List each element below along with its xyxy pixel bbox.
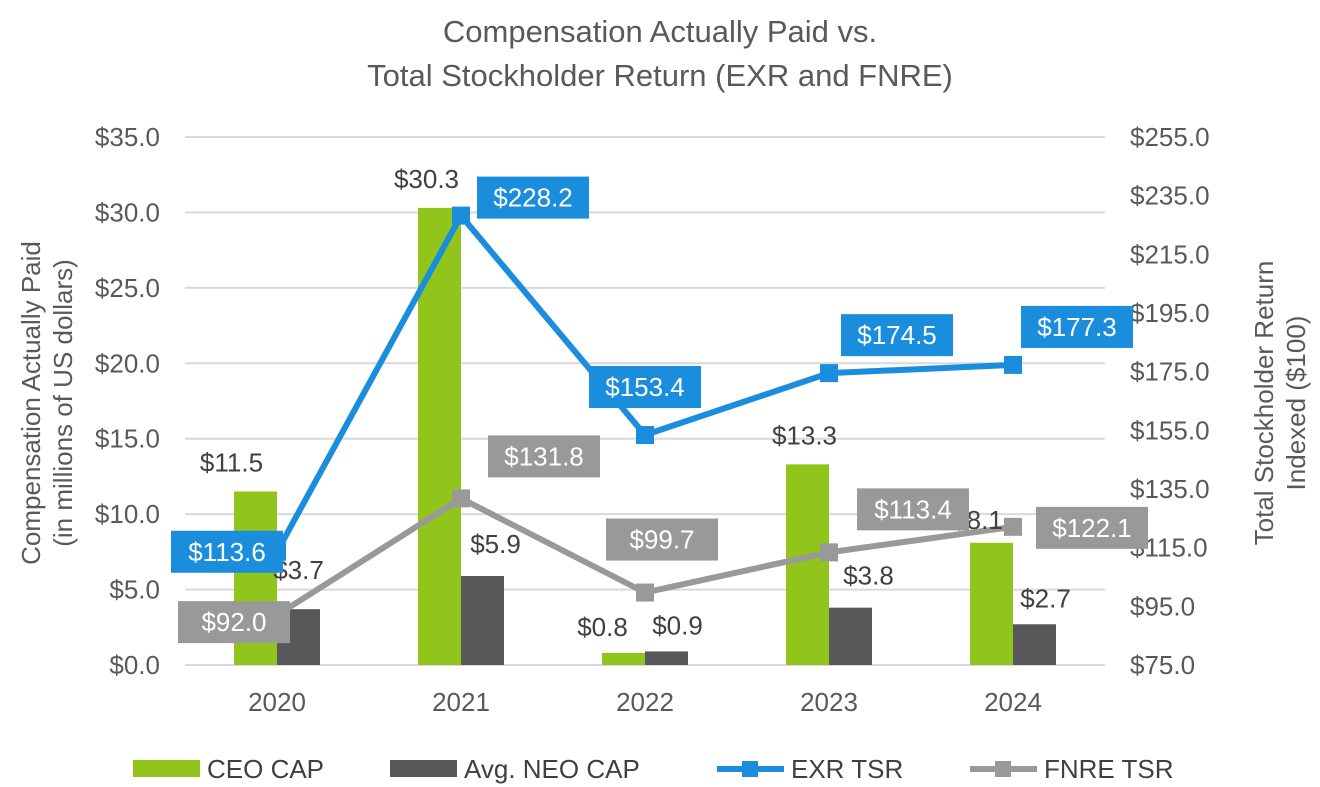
data-label-box-exr-tsr (171, 530, 283, 573)
data-label-avg-neo-cap: $2.7 (1020, 583, 1071, 613)
marker-exr-tsr (820, 364, 838, 383)
left-axis-label-line-2: (in millions of US dollars) (48, 259, 78, 547)
category-label: 2020 (248, 687, 306, 717)
data-label-ceo-cap: $13.3 (772, 420, 837, 450)
data-label-avg-neo-cap: $5.9 (470, 529, 521, 559)
data-label-box-exr-tsr (477, 176, 589, 219)
left-tick-label: $0.0 (109, 650, 160, 680)
data-label-ceo-cap: $0.8 (577, 612, 628, 642)
data-label-fnre-tsr: $113.4 (874, 494, 952, 524)
legend-marker-fnre-tsr (995, 761, 1011, 777)
chart-title-line-1: Compensation Actually Paid vs. (443, 14, 877, 49)
legend-label-avg-neo-cap: Avg. NEO CAP (464, 754, 640, 784)
marker-fnre-tsr (452, 489, 470, 508)
data-label-ceo-cap: $11.5 (200, 448, 263, 478)
legend-swatch-avg-neo-cap (390, 760, 457, 777)
data-label-box-fnre-tsr (178, 601, 290, 644)
category-label: 2024 (984, 687, 1042, 717)
chart-title-line-2: Total Stockholder Return (EXR and FNRE) (367, 58, 953, 93)
bar-avg-neo-cap (829, 607, 872, 665)
category-label: 2022 (616, 687, 674, 717)
right-axis-label-line-1: Total Stockholder Return (1249, 261, 1279, 546)
marker-exr-tsr (636, 426, 654, 445)
data-label-box-exr-tsr (1021, 305, 1133, 348)
data-labels: $11.5$3.7$30.3$5.9$0.8 $0.9$13.3$3.8$8.1$… (171, 164, 1148, 644)
left-tick-label: $35.0 (95, 122, 160, 152)
right-tick-label: $255.0 (1130, 122, 1210, 152)
data-label-exr-tsr: $113.6 (188, 537, 266, 567)
right-tick-label: $135.0 (1130, 474, 1210, 504)
left-tick-label: $25.0 (95, 273, 160, 303)
lines (268, 206, 1022, 625)
left-tick-label: $15.0 (95, 424, 160, 454)
legend: CEO CAP Avg. NEO CAP EXR TSR FNRE TSR (133, 754, 1174, 784)
right-axis-ticks: $75.0$95.0$115.0$135.0$155.0$175.0$195.0… (1130, 122, 1210, 680)
data-label-box-fnre-tsr (606, 518, 718, 561)
category-label: 2023 (800, 687, 858, 717)
right-tick-label: $95.0 (1130, 591, 1195, 621)
left-tick-label: $5.0 (109, 575, 160, 605)
data-label-ceo-cap: $30.3 (394, 164, 459, 194)
legend-label-ceo-cap: CEO CAP (207, 754, 324, 784)
data-label-exr-tsr: $174.5 (857, 320, 937, 350)
legend-label-fnre-tsr: FNRE TSR (1044, 754, 1174, 784)
legend-label-exr-tsr: EXR TSR (791, 754, 903, 784)
bar-ceo-cap (602, 652, 645, 665)
marker-exr-tsr (1004, 355, 1022, 374)
data-label-exr-tsr: $153.4 (605, 372, 685, 402)
right-tick-label: $215.0 (1130, 239, 1210, 269)
bar-avg-neo-cap (645, 651, 688, 665)
marker-fnre-tsr (636, 583, 654, 602)
data-label-box-fnre-tsr (488, 435, 600, 478)
data-label-exr-tsr: $228.2 (493, 183, 573, 213)
right-tick-label: $175.0 (1130, 357, 1210, 387)
bar-avg-neo-cap (461, 575, 504, 665)
data-label-box-exr-tsr (841, 314, 953, 357)
marker-fnre-tsr (820, 543, 838, 562)
right-tick-label: $155.0 (1130, 415, 1210, 445)
legend-marker-exr-tsr (742, 761, 758, 777)
right-tick-label: $235.0 (1130, 181, 1210, 211)
left-tick-label: $10.0 (95, 499, 160, 529)
data-label-avg-neo-cap: $0.9 (652, 610, 703, 640)
right-tick-label: $195.0 (1130, 298, 1210, 328)
marker-exr-tsr (452, 206, 470, 225)
legend-swatch-ceo-cap (133, 760, 200, 777)
data-label-box-fnre-tsr (1036, 506, 1148, 549)
data-label-exr-tsr: $177.3 (1037, 312, 1117, 342)
left-axis-ticks: $0.0 $5.0 $10.0 $15.0 $20.0 $25.0 $30.0 $35.0 (95, 122, 160, 680)
bar-avg-neo-cap (1013, 624, 1056, 665)
data-label-fnre-tsr: $92.0 (201, 607, 266, 637)
data-label-box-fnre-tsr (857, 488, 969, 531)
category-label: 2021 (432, 687, 490, 717)
data-label-fnre-tsr: $99.7 (629, 525, 694, 555)
right-tick-label: $75.0 (1130, 650, 1195, 680)
data-label-avg-neo-cap: $3.8 (843, 561, 894, 591)
bar-ceo-cap (970, 542, 1013, 665)
left-tick-label: $30.0 (95, 197, 160, 227)
right-axis-label-line-2: Indexed ($100) (1281, 316, 1311, 491)
left-tick-label: $20.0 (95, 348, 160, 378)
marker-fnre-tsr (1004, 517, 1022, 536)
data-label-box-exr-tsr (589, 366, 701, 409)
category-labels: 2020 2021 2022 2023 2024 (248, 687, 1042, 717)
data-label-fnre-tsr: $131.8 (504, 441, 584, 471)
data-label-fnre-tsr: $122.1 (1052, 513, 1132, 543)
left-axis-label-line-1: Compensation Actually Paid (16, 241, 46, 565)
bar-ceo-cap (786, 464, 829, 665)
